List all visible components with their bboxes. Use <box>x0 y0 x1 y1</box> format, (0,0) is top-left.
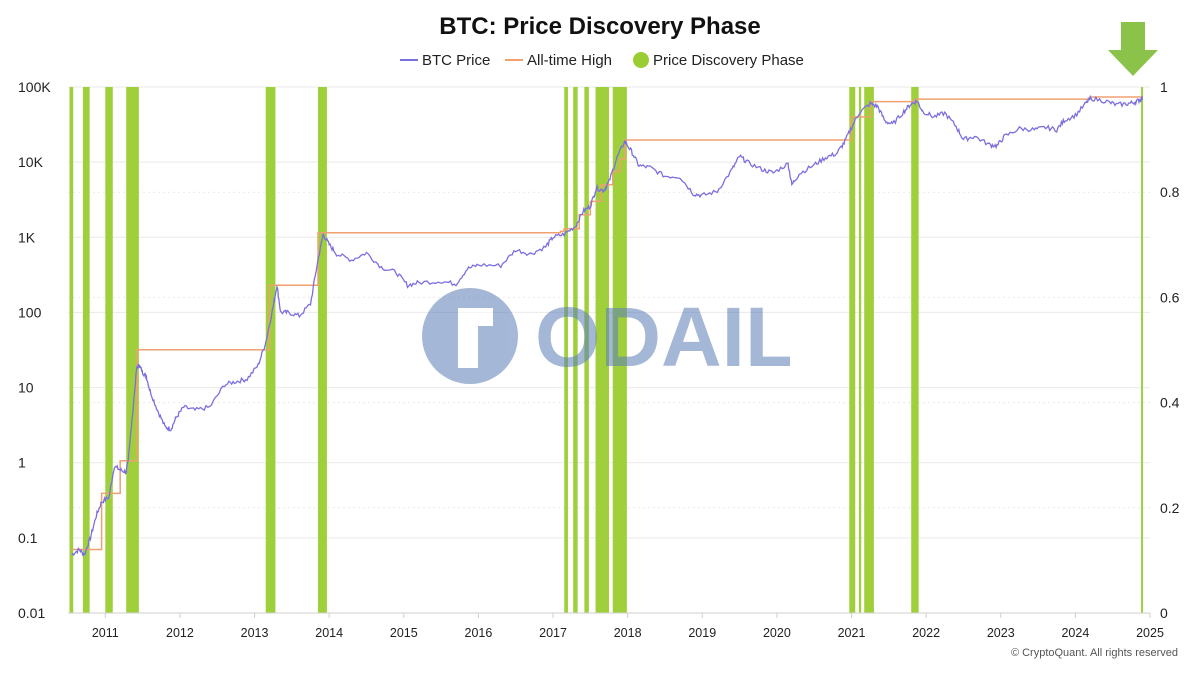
price-discovery-bar <box>105 87 113 613</box>
y-right-tick-label: 1 <box>1160 79 1168 95</box>
price-discovery-bar <box>126 87 139 613</box>
price-discovery-bar <box>584 87 589 613</box>
btc-price-line <box>71 94 1144 557</box>
y-left-tick-label: 10K <box>18 154 44 170</box>
x-tick-label: 2016 <box>465 626 493 640</box>
y-left-tick-label: 1K <box>18 229 36 245</box>
legend: BTC Price All-time High Price Discovery … <box>400 52 804 69</box>
price-discovery-bar <box>564 87 568 613</box>
y-left-tick-label: 10 <box>18 380 34 396</box>
price-discovery-bar <box>849 87 856 613</box>
legend-item-ath: All-time High <box>527 52 612 69</box>
legend-item-price: BTC Price <box>422 52 490 69</box>
price-discovery-bar <box>612 87 627 613</box>
x-tick-label: 2015 <box>390 626 418 640</box>
y-left-tick-label: 0.1 <box>18 530 38 546</box>
x-tick-label: 2018 <box>614 626 642 640</box>
down-arrow-icon <box>1108 22 1158 76</box>
x-tick-label: 2025 <box>1136 626 1164 640</box>
y-right-tick-label: 0 <box>1160 605 1168 621</box>
price-discovery-bar <box>911 87 919 613</box>
x-tick-label: 2019 <box>688 626 716 640</box>
price-discovery-bar <box>573 87 578 613</box>
x-tick-label: 2023 <box>987 626 1015 640</box>
price-discovery-bar <box>317 87 327 613</box>
copyright: © CryptoQuant. All rights reserved <box>1010 647 1178 659</box>
price-discovery-bar <box>69 87 74 613</box>
x-tick-label: 2011 <box>92 626 119 640</box>
legend-item-phase: Price Discovery Phase <box>653 52 804 69</box>
price-discovery-bar <box>82 87 90 613</box>
x-tick-label: 2024 <box>1061 626 1089 640</box>
y-right-tick-label: 0.2 <box>1160 500 1180 516</box>
y-left-tick-label: 0.01 <box>18 605 45 621</box>
legend-swatch-phase <box>633 52 649 68</box>
y-right-tick-label: 0.4 <box>1160 395 1180 411</box>
price-discovery-bar <box>864 87 874 613</box>
x-tick-label: 2022 <box>912 626 940 640</box>
y-right-tick-label: 0.6 <box>1160 289 1180 305</box>
x-tick-label: 2013 <box>241 626 269 640</box>
y-left-tick-label: 100 <box>18 304 42 320</box>
x-tick-label: 2014 <box>315 626 343 640</box>
price-discovery-bar <box>595 87 609 613</box>
price-discovery-bar <box>1141 87 1144 613</box>
chart-title: BTC: Price Discovery Phase <box>439 13 760 40</box>
x-tick-label: 2017 <box>539 626 567 640</box>
y-left-tick-label: 100K <box>18 79 51 95</box>
y-left-tick-label: 1 <box>18 455 26 471</box>
all-time-high-line <box>71 96 1143 551</box>
x-tick-label: 2021 <box>838 626 866 640</box>
x-tick-label: 2020 <box>763 626 791 640</box>
x-tick-label: 2012 <box>166 626 194 640</box>
y-right-tick-label: 0.8 <box>1160 184 1180 200</box>
price-discovery-bar <box>265 87 276 613</box>
price-discovery-bar <box>858 87 862 613</box>
